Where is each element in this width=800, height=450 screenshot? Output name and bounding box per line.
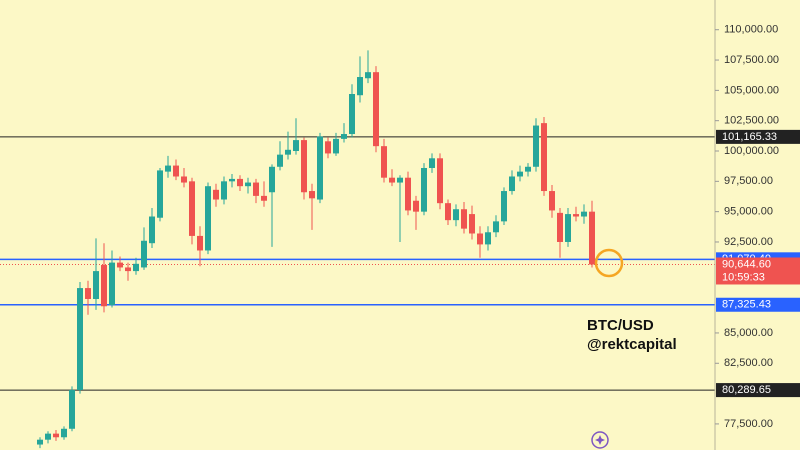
candle-body [37, 439, 43, 445]
candle-body [277, 154, 283, 167]
candle-body [381, 146, 387, 178]
candle-body [565, 214, 571, 242]
candle-body [245, 182, 251, 187]
candle-body [501, 191, 507, 222]
y-tick-label: 92,500.00 [724, 236, 773, 248]
candle-body [109, 262, 115, 306]
candle-body [133, 263, 139, 272]
candle-body [349, 94, 355, 135]
candle-body [437, 158, 443, 204]
candle-body [229, 178, 235, 182]
y-tick-label: 110,000.00 [724, 24, 778, 36]
level-label: 87,325.43 [722, 299, 771, 311]
candle-body [117, 262, 123, 268]
price-axis: 110,000.00 107,500.00 105,000.00 102,500.00… [715, 24, 800, 430]
candle-body [165, 165, 171, 172]
icon-star [595, 435, 605, 445]
candle-body [253, 182, 259, 196]
candle-body [333, 138, 339, 154]
y-tick-label: 82,500.00 [724, 357, 773, 369]
grid-layer [0, 136, 715, 391]
candle-body [205, 186, 211, 251]
level-label: 101,165.33 [722, 131, 777, 143]
candle-body [373, 72, 379, 147]
y-tick-label: 97,500.00 [724, 175, 773, 187]
candle-body [341, 134, 347, 139]
candle-body [405, 177, 411, 211]
candle-body [365, 72, 371, 79]
candle-body [69, 389, 75, 429]
candle-body [53, 433, 59, 438]
candle-body [157, 170, 163, 218]
level-label-bg [716, 383, 800, 398]
candle-body [357, 77, 363, 96]
candle-body [181, 176, 187, 183]
highlight-circle [594, 248, 624, 278]
candle-body [85, 288, 91, 299]
candle-body [269, 166, 275, 193]
candles-layer [37, 50, 595, 449]
candle-body [293, 140, 299, 152]
candle-body [261, 195, 267, 201]
candle-body [429, 158, 435, 168]
candle-body [453, 209, 459, 221]
y-tick-label: 100,000.00 [724, 145, 779, 157]
candle-body [221, 181, 227, 200]
candle-body [533, 125, 539, 167]
y-tick-label: 85,000.00 [724, 327, 773, 339]
candle-body [397, 177, 403, 183]
candle-body [61, 428, 67, 438]
level-label: 80,289.65 [722, 384, 771, 396]
candle-body [469, 214, 475, 234]
candle-body [93, 271, 99, 299]
candle-body [581, 211, 587, 217]
candle-body [413, 200, 419, 212]
candle-body [141, 240, 147, 268]
current-price-bg [716, 257, 800, 285]
candle-body [309, 191, 315, 199]
candle-body [101, 265, 107, 307]
candle-body [525, 166, 531, 172]
candle-body [45, 433, 51, 440]
candle-body [125, 267, 131, 272]
icon[interactable] [591, 431, 609, 449]
candle-body [421, 167, 427, 212]
current-price-label: 90,644.60 [722, 258, 771, 270]
chart-subtitle: @rektcapital [587, 336, 677, 353]
chart-title: BTC/USD [587, 317, 654, 334]
level-label-bg [716, 297, 800, 312]
candle-body [173, 165, 179, 177]
candle-body [149, 216, 155, 244]
candle-body [517, 171, 523, 177]
candle-body [213, 189, 219, 200]
y-tick-label: 107,500.00 [724, 54, 779, 66]
y-tick-label: 102,500.00 [724, 115, 779, 127]
candle-body [573, 214, 579, 217]
countdown-label: 10:59:33 [722, 271, 765, 283]
y-tick-label: 105,000.00 [724, 84, 779, 96]
candle-body [493, 221, 499, 233]
candle-body [317, 136, 323, 200]
y-tick-label: 95,000.00 [724, 206, 773, 218]
candle-body [301, 140, 307, 193]
candle-body [285, 149, 291, 155]
candle-body [541, 123, 547, 192]
candle-body [389, 177, 395, 183]
candle-body [189, 181, 195, 236]
candle-body [237, 178, 243, 187]
candle-body [557, 212, 563, 242]
candle-body [325, 141, 331, 154]
candle-body [509, 176, 515, 192]
y-tick-label: 77,500.00 [724, 418, 773, 430]
candle-body [445, 203, 451, 221]
candle-body [589, 211, 595, 265]
candle-body [485, 232, 491, 245]
candle-body [461, 209, 467, 229]
candle-body [477, 233, 483, 245]
candle-body [549, 191, 555, 211]
level-label-bg [716, 129, 800, 144]
candle-body [197, 235, 203, 251]
candle-body [77, 288, 83, 390]
